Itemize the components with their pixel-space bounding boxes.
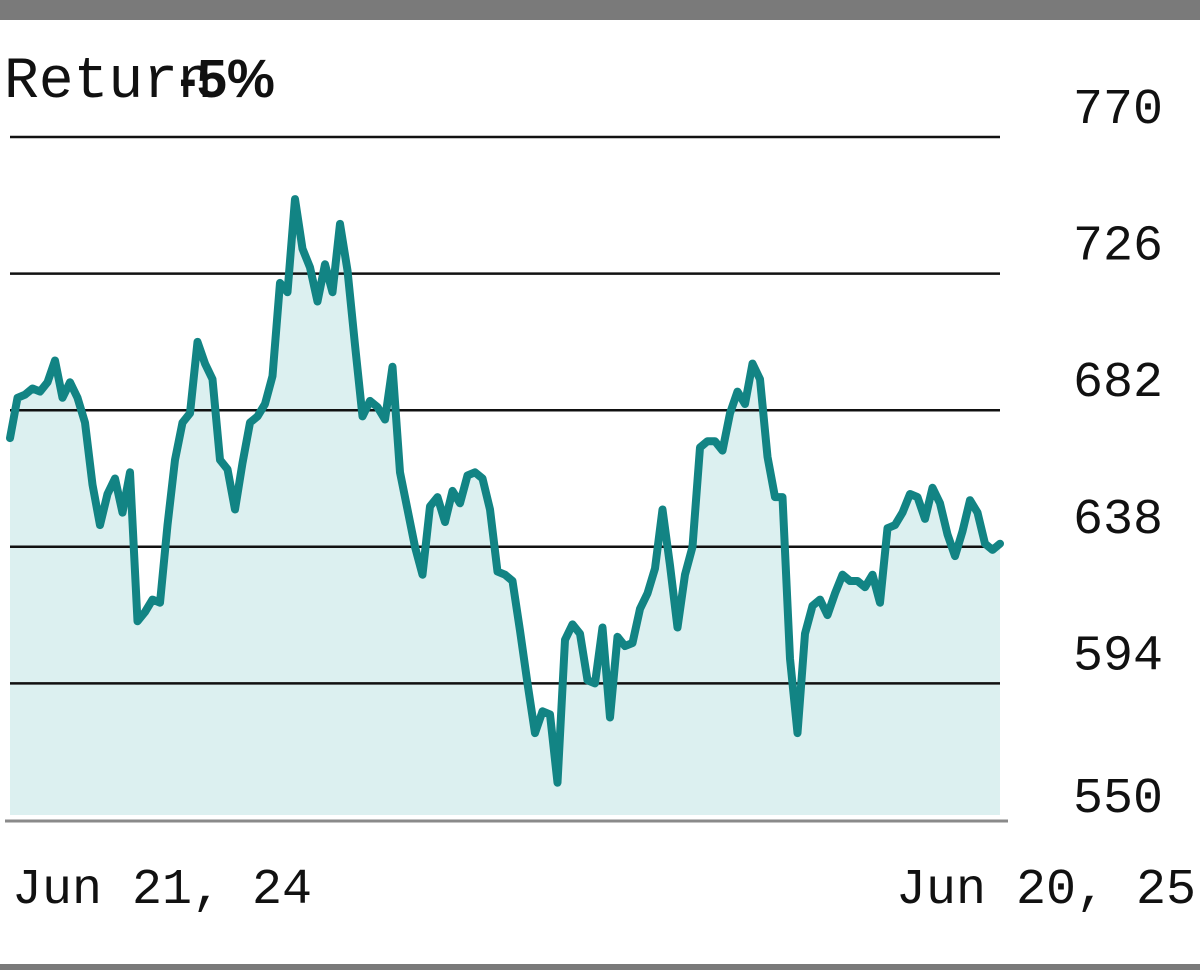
y-tick-label: 594 [1073, 628, 1163, 685]
y-tick-label: 550 [1073, 771, 1163, 828]
y-tick-label: 638 [1073, 492, 1163, 549]
return-value: -5% [178, 49, 275, 109]
y-tick-label: 770 [1073, 82, 1163, 139]
area-fill [10, 199, 1000, 816]
chart-title: Return-5% [4, 48, 275, 128]
y-tick-label: 682 [1073, 355, 1163, 412]
x-axis: Jun 21, 24 Jun 20, 25 [12, 862, 1196, 919]
x-tick-label: Jun 21, 24 [12, 862, 312, 919]
y-axis: 770 726 682 638 594 550 [1073, 82, 1163, 828]
y-tick-label: 726 [1073, 219, 1163, 276]
price-line [6, 195, 1004, 787]
area-layer [10, 199, 1000, 816]
return-label: Return [4, 50, 213, 115]
line-layer [6, 195, 1004, 787]
bottom-border [0, 964, 1200, 970]
x-tick-label: Jun 20, 25 [896, 862, 1196, 919]
grid-layer [5, 135, 1008, 823]
top-border [0, 0, 1200, 20]
